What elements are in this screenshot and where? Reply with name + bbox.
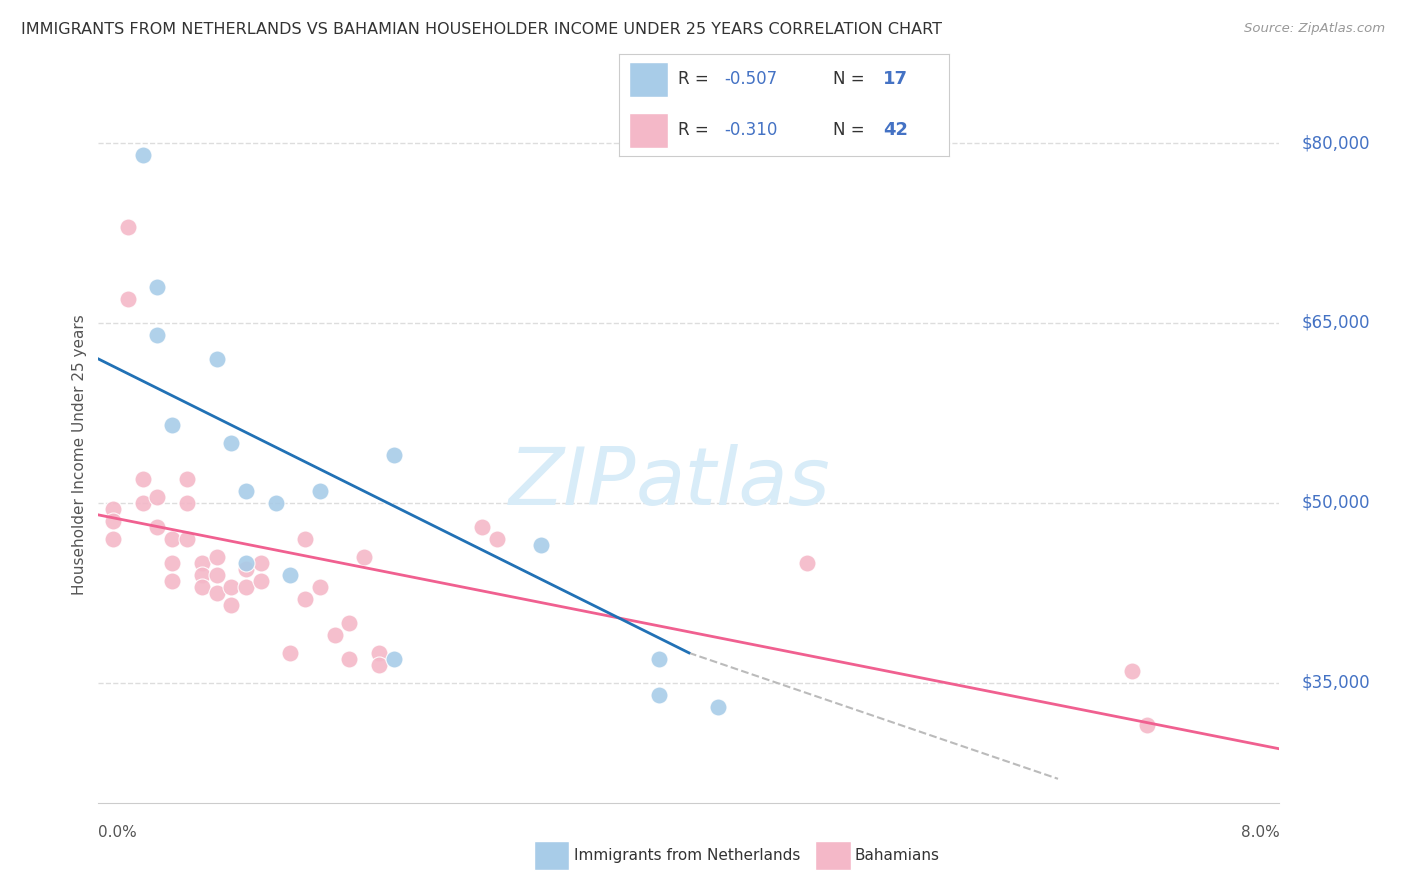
Point (323, 628, 346, 642)
Point (191, 567, 214, 582)
Y-axis label: Householder Income Under 25 years: Householder Income Under 25 years (72, 315, 87, 595)
Point (530, 538, 553, 552)
Point (103, 514, 124, 528)
Point (382, 448, 405, 462)
Point (353, 549, 375, 564)
Point (162, 417, 183, 432)
Text: Immigrants from Netherlands: Immigrants from Netherlands (574, 848, 800, 863)
Point (162, 574, 183, 588)
Point (132, 496, 155, 510)
Point (176, 496, 198, 510)
Text: Bahamians: Bahamians (855, 848, 939, 863)
Point (235, 483, 257, 498)
Point (382, 652, 405, 666)
Point (219, 598, 242, 612)
Point (103, 502, 124, 516)
Point (278, 646, 301, 660)
Text: N =: N = (834, 121, 870, 139)
FancyBboxPatch shape (628, 62, 668, 96)
Point (308, 483, 332, 498)
Point (205, 549, 228, 564)
Point (219, 436, 242, 450)
Point (146, 490, 169, 504)
Point (264, 496, 287, 510)
Point (219, 580, 242, 594)
Text: -0.310: -0.310 (724, 121, 778, 139)
FancyBboxPatch shape (628, 113, 668, 148)
Point (796, 556, 818, 570)
Point (117, 219, 139, 234)
Point (205, 567, 228, 582)
Point (162, 556, 183, 570)
Point (250, 556, 273, 570)
Point (367, 657, 389, 672)
Point (191, 556, 214, 570)
Point (235, 562, 257, 576)
Text: $65,000: $65,000 (1302, 314, 1369, 332)
Text: R =: R = (678, 121, 714, 139)
Text: $50,000: $50,000 (1302, 494, 1369, 512)
Point (162, 532, 183, 546)
Point (1121, 664, 1143, 678)
Point (367, 646, 389, 660)
Text: 0.0%: 0.0% (98, 825, 138, 840)
Point (471, 520, 494, 534)
Text: $80,000: $80,000 (1302, 134, 1369, 152)
Text: 42: 42 (883, 121, 908, 139)
Point (648, 688, 671, 702)
Point (176, 472, 198, 486)
Point (146, 328, 169, 343)
Point (337, 615, 360, 630)
Point (132, 148, 155, 162)
Point (250, 574, 273, 588)
Text: Source: ZipAtlas.com: Source: ZipAtlas.com (1244, 22, 1385, 36)
Point (132, 472, 155, 486)
Point (146, 520, 169, 534)
Point (146, 280, 169, 294)
Point (1135, 718, 1157, 732)
Point (103, 532, 124, 546)
Text: IMMIGRANTS FROM NETHERLANDS VS BAHAMIAN HOUSEHOLDER INCOME UNDER 25 YEARS CORREL: IMMIGRANTS FROM NETHERLANDS VS BAHAMIAN … (21, 22, 942, 37)
Point (337, 652, 360, 666)
Text: 8.0%: 8.0% (1240, 825, 1279, 840)
Text: N =: N = (834, 70, 870, 88)
Point (308, 580, 332, 594)
Point (205, 586, 228, 600)
Point (176, 532, 198, 546)
Text: -0.507: -0.507 (724, 70, 778, 88)
Point (117, 292, 139, 306)
Point (294, 532, 316, 546)
Point (294, 591, 316, 606)
Text: $35,000: $35,000 (1302, 673, 1371, 692)
Point (485, 532, 508, 546)
Text: 17: 17 (883, 70, 908, 88)
Point (191, 580, 214, 594)
Point (707, 699, 730, 714)
Point (648, 652, 671, 666)
Text: atlas: atlas (636, 443, 831, 522)
Point (205, 351, 228, 366)
Text: ZIP: ZIP (509, 443, 636, 522)
Point (278, 567, 301, 582)
Text: R =: R = (678, 70, 714, 88)
Point (235, 556, 257, 570)
Point (235, 580, 257, 594)
